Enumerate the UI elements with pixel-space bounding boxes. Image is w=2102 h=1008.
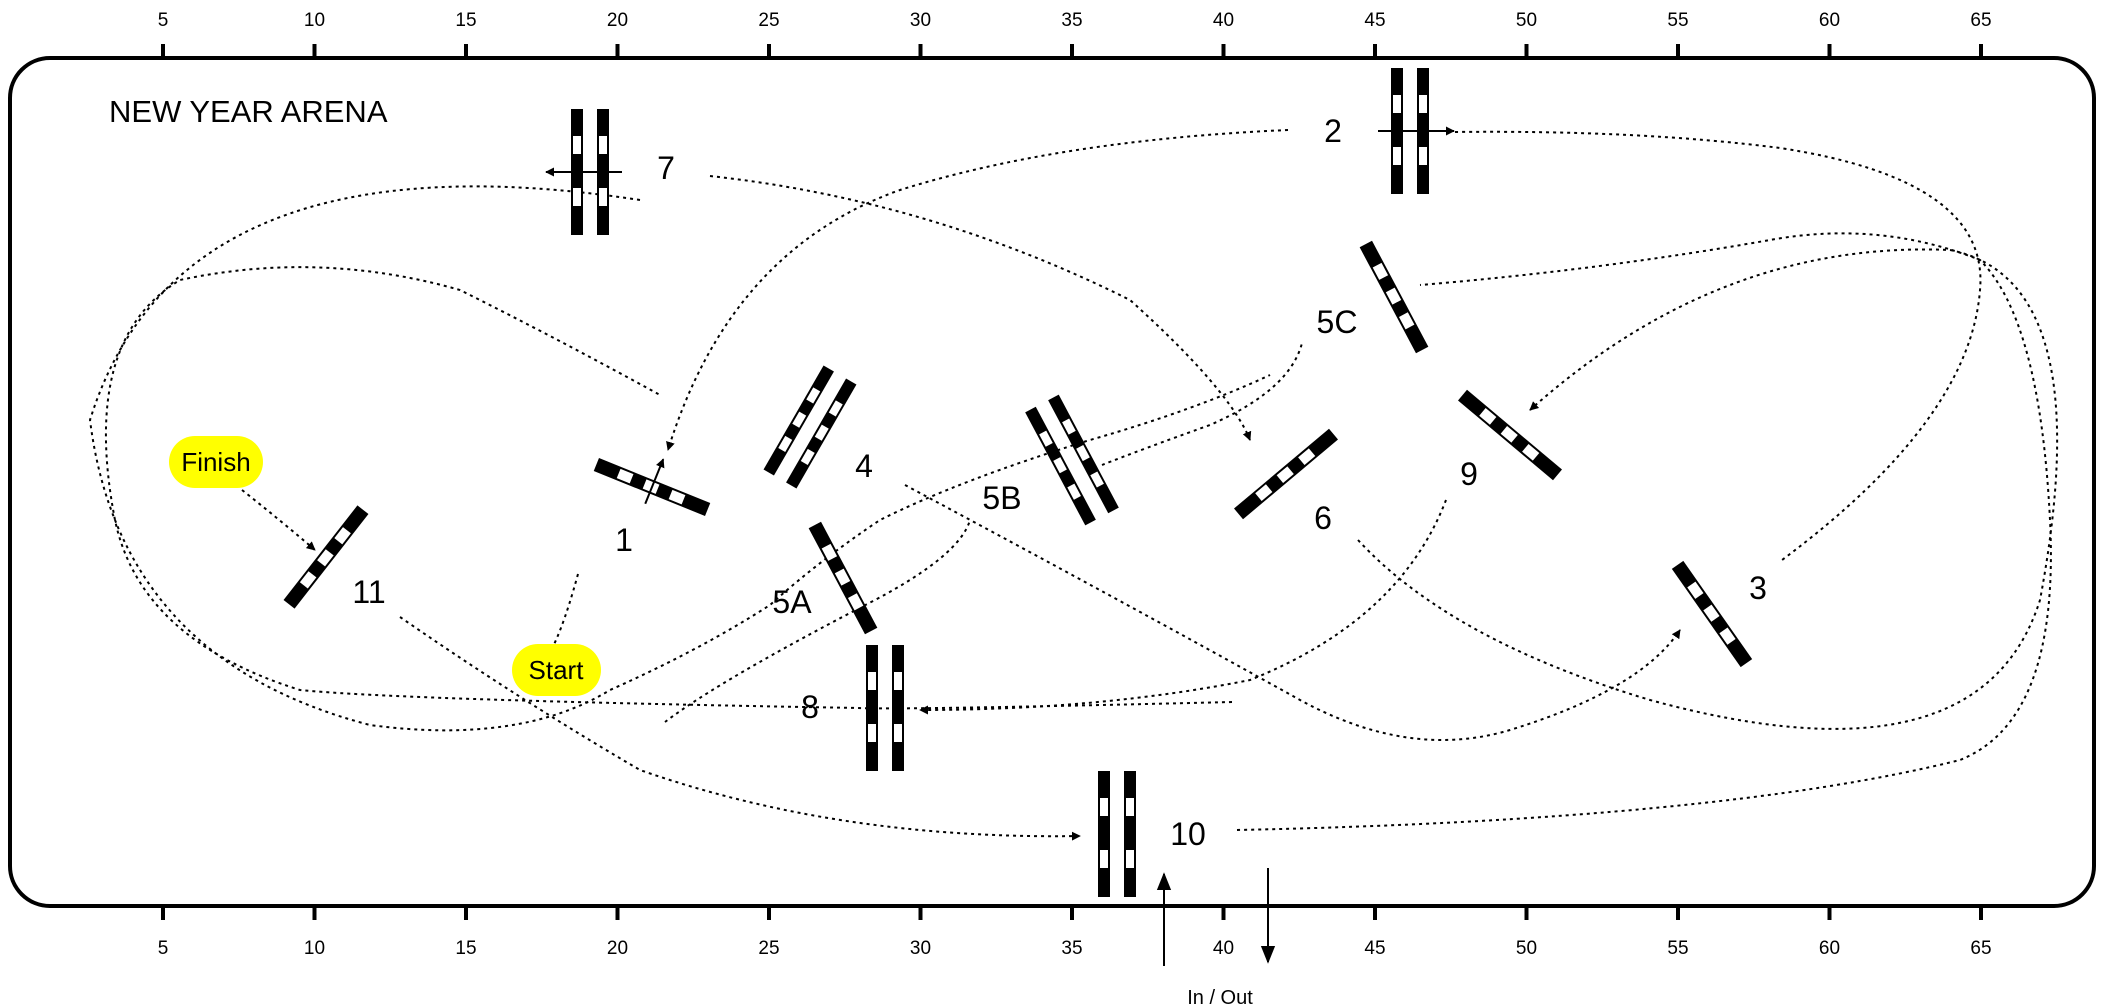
top-tick-label: 40 <box>1213 10 1234 31</box>
fence-label-5c: 5C <box>1317 304 1358 340</box>
course-route <box>88 129 2059 841</box>
top-tick-label: 60 <box>1819 10 1840 31</box>
fence-8 <box>866 645 904 771</box>
top-scale: 5 10 15 20 25 30 35 40 45 50 55 60 65 <box>158 10 1992 58</box>
bottom-tick-label: 50 <box>1516 938 1537 959</box>
bottom-tick-label: 60 <box>1819 938 1840 959</box>
top-tick-label: 55 <box>1667 10 1688 31</box>
fence-1 <box>593 458 711 516</box>
arena-border <box>8 56 2096 908</box>
bottom-tick-label: 35 <box>1061 938 1082 959</box>
finish-marker: Finish <box>169 436 263 488</box>
fence-9 <box>1458 389 1562 481</box>
bottom-tick-label: 40 <box>1213 938 1234 959</box>
start-marker: Start <box>512 644 601 696</box>
fence-label-7: 7 <box>657 150 675 186</box>
top-tick-label: 5 <box>158 10 169 31</box>
top-tick-label: 50 <box>1516 10 1537 31</box>
bottom-tick-label: 15 <box>455 938 476 959</box>
fence-5c <box>1359 240 1429 354</box>
top-tick-label: 15 <box>455 10 476 31</box>
top-tick-label: 35 <box>1061 10 1082 31</box>
fence-3 <box>1671 560 1753 668</box>
fence-label-6: 6 <box>1314 500 1332 536</box>
fence-5a <box>808 521 878 635</box>
bottom-scale: 5 10 15 20 25 30 35 40 45 50 55 60 65 <box>158 906 1992 959</box>
svg-text:Start: Start <box>529 655 585 685</box>
fence-7 <box>545 109 622 235</box>
fence-label-1: 1 <box>615 522 633 558</box>
bottom-tick-label: 45 <box>1364 938 1385 959</box>
svg-text:Finish: Finish <box>181 447 250 477</box>
bottom-tick-label: 5 <box>158 938 169 959</box>
fence-label-10: 10 <box>1170 816 1206 852</box>
top-tick-label: 45 <box>1364 10 1385 31</box>
bottom-tick-label: 25 <box>758 938 779 959</box>
top-tick-label: 30 <box>910 10 931 31</box>
fence-10 <box>1098 771 1136 897</box>
fence-label-5a: 5A <box>772 584 812 620</box>
in-out-label: In / Out <box>1187 987 1253 1008</box>
top-tick-label: 65 <box>1970 10 1991 31</box>
fence-label-9: 9 <box>1460 456 1478 492</box>
fence-label-2: 2 <box>1324 113 1342 149</box>
fence-6 <box>1234 428 1338 520</box>
bottom-tick-label: 65 <box>1970 938 1991 959</box>
in-out-gate: In / Out <box>1156 868 1276 1008</box>
bottom-tick-label: 10 <box>304 938 325 959</box>
bottom-tick-label: 55 <box>1667 938 1688 959</box>
fence-2 <box>1378 68 1455 194</box>
fence-label-3: 3 <box>1749 570 1767 606</box>
fence-label-5b: 5B <box>982 480 1021 516</box>
top-tick-label: 25 <box>758 10 779 31</box>
fence-11 <box>283 505 369 609</box>
top-tick-label: 10 <box>304 10 325 31</box>
fence-label-11: 11 <box>352 574 385 610</box>
fence-5b <box>1025 394 1119 526</box>
fence-4 <box>763 365 857 489</box>
fence-label-8: 8 <box>801 689 819 725</box>
bottom-tick-label: 30 <box>910 938 931 959</box>
arena-title: NEW YEAR ARENA <box>109 94 388 129</box>
top-tick-label: 20 <box>607 10 628 31</box>
bottom-tick-label: 20 <box>607 938 628 959</box>
fence-label-4: 4 <box>855 448 873 484</box>
